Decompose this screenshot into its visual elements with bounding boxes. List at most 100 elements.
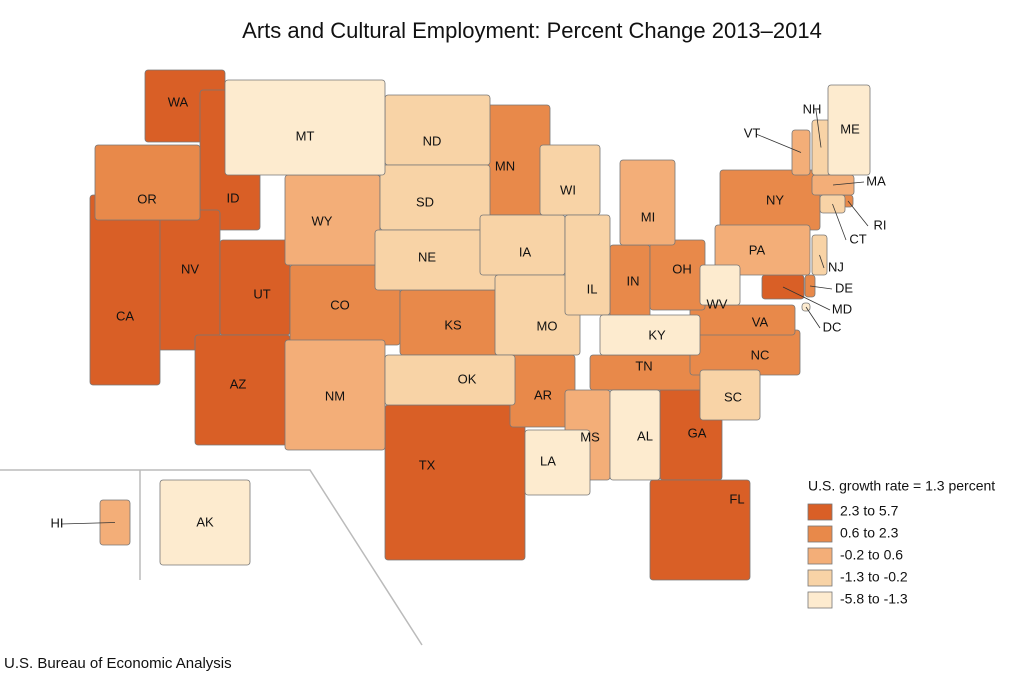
state [827, 84, 871, 176]
state-label: CO [330, 297, 350, 312]
leader-line [815, 109, 822, 148]
state-label: PA [749, 242, 766, 257]
leader-line [832, 181, 865, 186]
state-label: CA [116, 308, 134, 323]
state-label: WA [168, 94, 189, 109]
state-label: MA [866, 173, 886, 188]
state-label: KS [444, 317, 462, 332]
state-label: OH [672, 261, 692, 276]
state-label: AL [637, 428, 653, 443]
state [384, 404, 526, 561]
source: U.S. Bureau of Economic Analysis [4, 655, 232, 672]
legend-label: 0.6 to 2.3 [840, 525, 899, 541]
state-label: KY [648, 327, 666, 342]
state-label: MN [495, 158, 515, 173]
legend-swatch [807, 525, 833, 543]
state-label: WY [312, 213, 333, 228]
legend-title: U.S. growth rate = 1.3 percent [808, 478, 995, 494]
legend-swatch [807, 591, 833, 609]
state-label: SC [724, 389, 742, 404]
state [619, 159, 676, 246]
state-label: TN [635, 358, 652, 373]
state-label: NV [181, 261, 199, 276]
leader-line [809, 285, 833, 290]
state-label: NC [751, 347, 770, 362]
leader-line [782, 286, 831, 311]
legend: 2.3 to 5.7 0.6 to 2.3 -0.2 to 0.6 -1.3 to -… [807, 503, 908, 609]
state-label: GA [688, 425, 707, 440]
states [89, 69, 871, 581]
state-label: WV [707, 296, 728, 311]
state [384, 354, 516, 406]
state-label: LA [540, 453, 556, 468]
state [384, 94, 491, 166]
state-label: AK [196, 514, 214, 529]
state [699, 369, 761, 421]
leader-line [805, 306, 821, 329]
state [599, 314, 701, 356]
state-labels: WA ID NV UT CA AZ TX GA FL MD OR CO KS MN NY AR TN NC VA IN… [51, 94, 887, 530]
leader-line [60, 522, 116, 525]
state-label: ID [227, 190, 240, 205]
state-label: FL [729, 491, 744, 506]
state [609, 389, 661, 481]
state-label: MO [537, 318, 558, 333]
legend-label: -1.3 to -0.2 [840, 569, 908, 585]
state-label: HI [51, 515, 64, 530]
state-label: VA [752, 314, 769, 329]
state-label: TX [419, 457, 436, 472]
map-title: Arts and Cultural Employment: Percent Ch… [242, 18, 822, 43]
state-label: OR [137, 191, 157, 206]
state-label: AZ [230, 376, 247, 391]
leader-line [819, 254, 825, 269]
state [94, 144, 201, 221]
state [149, 209, 221, 351]
state-label: MI [641, 209, 655, 224]
state-label: NY [766, 192, 784, 207]
state [689, 329, 801, 376]
legend-swatch [807, 547, 833, 565]
legend-label: 2.3 to 5.7 [840, 503, 899, 519]
state-label: WI [560, 182, 576, 197]
state-label: SD [416, 194, 434, 209]
state-label: ME [840, 121, 860, 136]
state-label: RI [874, 217, 887, 232]
state-label: IL [587, 281, 598, 296]
state-label: NM [325, 388, 345, 403]
state [284, 174, 381, 266]
leader-line [832, 203, 847, 241]
state-label: NH [803, 101, 822, 116]
state [524, 429, 591, 496]
state-label: DE [835, 280, 853, 295]
state-label: NE [418, 249, 436, 264]
state [539, 144, 601, 216]
state-label: AR [534, 387, 552, 402]
state [224, 79, 386, 176]
state-label: VT [744, 125, 761, 140]
legend-swatch [807, 569, 833, 587]
state-label: ND [423, 133, 442, 148]
state [649, 479, 751, 581]
state [89, 194, 161, 386]
state [564, 214, 611, 316]
legend-swatch [807, 503, 833, 521]
state-label: CT [849, 231, 866, 246]
state [159, 479, 251, 566]
state-label: IA [519, 244, 532, 259]
state-label: UT [253, 286, 270, 301]
state-label: MD [832, 301, 852, 316]
leader-line [755, 133, 802, 153]
state-label: MT [296, 128, 315, 143]
state-label: OK [458, 371, 477, 386]
legend-label: -0.2 to 0.6 [840, 547, 903, 563]
legend-label: -5.8 to -1.3 [840, 591, 908, 607]
state-label: DC [823, 319, 842, 334]
state-label: NJ [828, 259, 844, 274]
state [379, 164, 491, 231]
state-label: MS [580, 429, 600, 444]
leader-line [847, 200, 869, 227]
inset-frame [0, 469, 423, 646]
state [699, 264, 741, 306]
state [714, 224, 811, 276]
